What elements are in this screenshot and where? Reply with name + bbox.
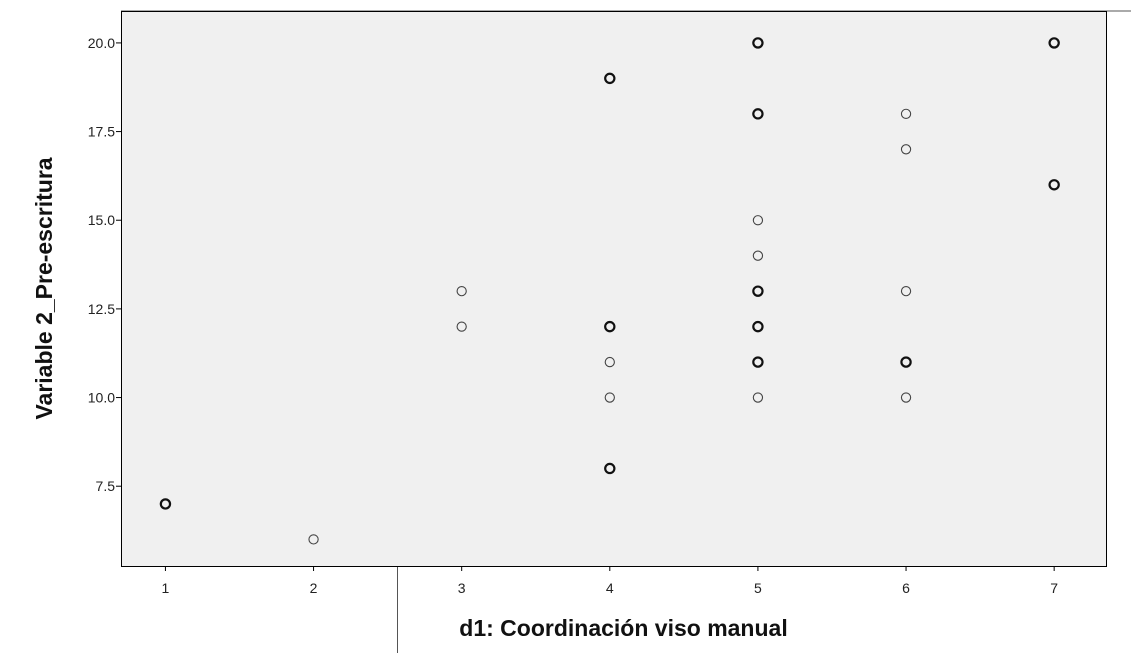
y-tick-label: 15.0	[88, 212, 115, 228]
scatter-point	[1048, 37, 1060, 49]
scatter-point	[900, 108, 912, 119]
scatter-point	[752, 392, 764, 403]
scatter-point	[900, 392, 912, 403]
scatter-point	[900, 286, 912, 297]
x-tick-label: 5	[754, 580, 762, 596]
x-tick-label: 4	[606, 580, 614, 596]
y-tick-label: 12.5	[88, 301, 115, 317]
scatter-point	[456, 286, 467, 297]
y-tick-label: 17.5	[88, 124, 115, 140]
data-points	[159, 37, 1060, 545]
scatter-point	[604, 72, 616, 85]
scatter-point	[752, 250, 764, 261]
scatter-point	[159, 498, 172, 510]
scatter-point	[604, 356, 615, 368]
scatter-point	[604, 320, 616, 333]
scatter-point	[1048, 179, 1060, 191]
scatter-point	[752, 356, 764, 368]
scatter-point	[752, 285, 764, 297]
x-tick-label: 3	[458, 580, 466, 596]
y-tick-label: 10.0	[88, 390, 115, 406]
scatter-point	[900, 144, 912, 155]
y-axis-title: Variable 2_Pre-escritura	[31, 157, 57, 419]
x-tick-label: 2	[310, 580, 318, 596]
y-tick-label: 20.0	[88, 35, 115, 51]
scatter-point	[752, 320, 764, 333]
x-axis: 1 2 3 4 5 6 7	[162, 566, 1058, 596]
y-tick-label: 7.5	[96, 478, 116, 494]
scatter-point	[752, 108, 764, 120]
scatter-point	[308, 534, 319, 545]
scatter-point	[900, 356, 912, 368]
plot-area	[121, 11, 1107, 567]
scatter-point	[752, 215, 764, 226]
x-axis-title: d1: Coordinación viso manual	[459, 615, 787, 641]
x-tick-label: 1	[162, 580, 170, 596]
x-tick-label: 7	[1050, 580, 1058, 596]
scatter-point	[752, 37, 764, 49]
scatter-point	[604, 392, 615, 403]
y-axis: 7.5 10.0 12.5 15.0 17.5 20.0	[88, 35, 121, 494]
scatter-point	[604, 462, 616, 475]
scatter-point	[456, 321, 467, 332]
x-tick-label: 6	[902, 580, 910, 596]
